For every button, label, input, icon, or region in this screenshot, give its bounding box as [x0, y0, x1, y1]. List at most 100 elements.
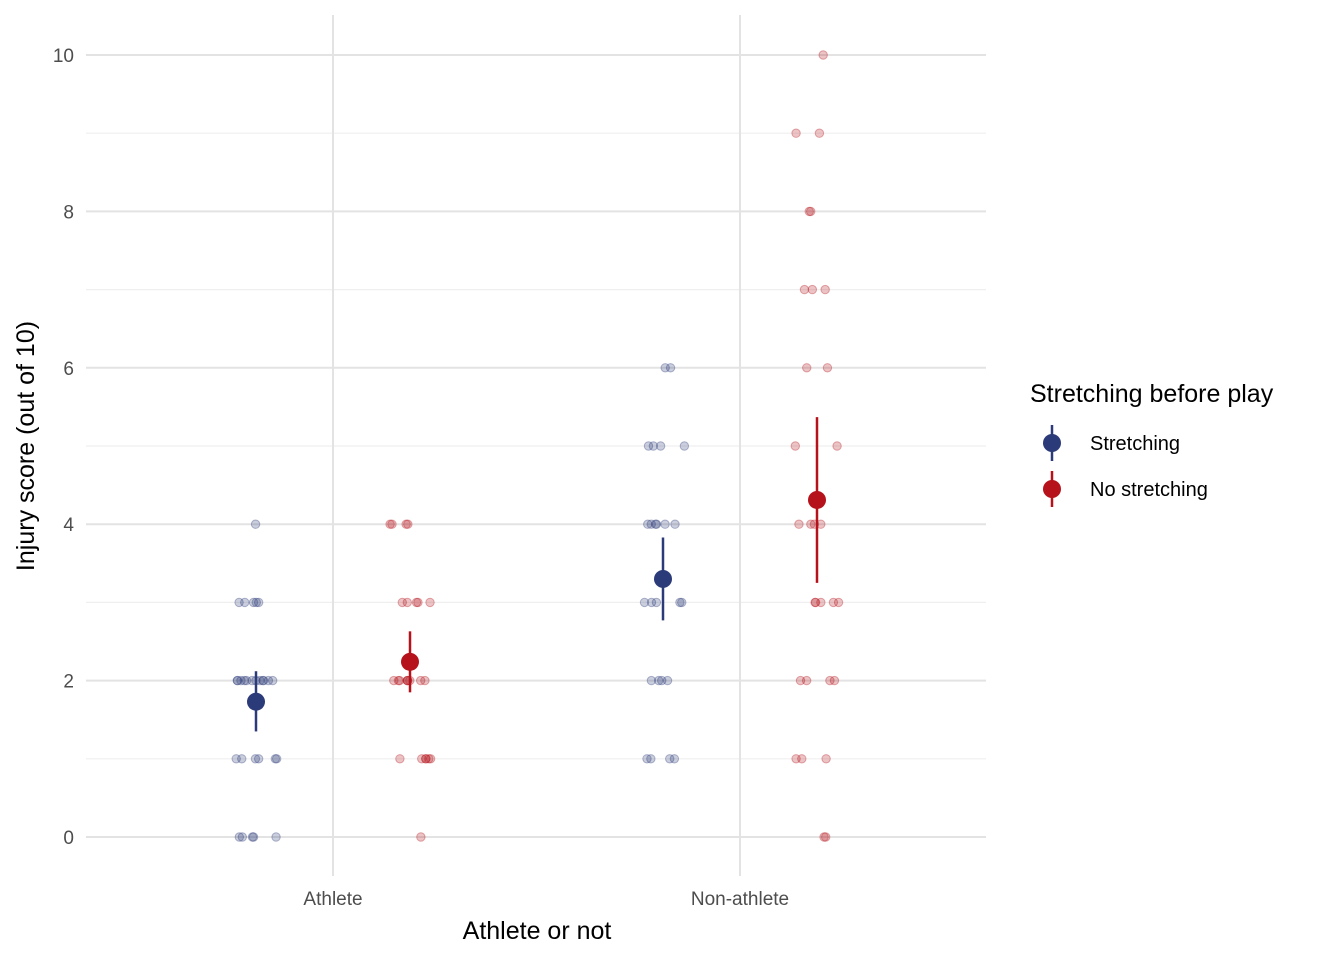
raw-point: [232, 675, 243, 686]
raw-point: [271, 832, 281, 842]
y-axis-ticks: 0 2 4 6 8 10: [53, 46, 75, 849]
raw-point: [820, 284, 830, 295]
raw-point: [832, 441, 842, 451]
mean-point: [247, 692, 265, 711]
raw-point: [417, 754, 427, 764]
raw-point: [651, 597, 662, 608]
x-tick-label: Athlete: [303, 889, 362, 910]
raw-point: [806, 206, 816, 217]
raw-point: [267, 675, 278, 686]
mean-point: [654, 569, 672, 588]
raw-point: [806, 519, 816, 529]
raw-point: [646, 597, 657, 608]
raw-point: [395, 754, 405, 764]
x-axis-ticks: Athlete Non-athlete: [303, 889, 789, 910]
raw-point: [397, 597, 407, 608]
raw-point: [657, 675, 667, 686]
raw-point: [814, 128, 825, 138]
raw-point: [825, 675, 835, 686]
raw-point: [639, 597, 650, 608]
mean-point: [808, 490, 826, 509]
raw-point: [801, 675, 812, 686]
raw-point: [820, 832, 831, 842]
summary-layer: [247, 417, 826, 732]
raw-point: [794, 519, 804, 529]
raw-point: [416, 832, 426, 842]
raw-point: [271, 754, 282, 764]
y-tick-label: 4: [63, 515, 74, 536]
raw-point: [251, 597, 261, 608]
raw-point: [791, 754, 801, 764]
raw-point: [236, 675, 246, 686]
x-tick-label: Non-athlete: [691, 889, 789, 910]
mean-point: [401, 652, 419, 671]
y-tick-label: 6: [63, 359, 74, 380]
raw-point: [660, 519, 670, 529]
raw-point: [669, 754, 680, 764]
raw-point: [662, 675, 673, 686]
raw-point: [810, 597, 820, 608]
raw-point: [650, 519, 661, 529]
legend: Stretching before play Stretching No stre…: [1030, 380, 1274, 507]
y-tick-label: 10: [53, 46, 74, 67]
raw-point: [828, 597, 839, 608]
y-axis-title: Injury score (out of 10): [12, 321, 40, 571]
raw-point: [655, 441, 666, 451]
raw-point: [642, 754, 652, 764]
raw-point: [675, 597, 685, 608]
raw-point: [643, 441, 654, 451]
raw-point: [258, 675, 269, 686]
raw-point: [653, 675, 664, 686]
raw-point: [258, 675, 268, 686]
raw-point: [821, 754, 831, 764]
raw-point: [799, 284, 810, 295]
raw-point: [420, 675, 430, 686]
raw-point: [237, 832, 248, 842]
raw-point: [829, 675, 840, 686]
raw-point: [232, 675, 243, 686]
raw-point: [818, 50, 828, 60]
raw-point: [394, 675, 405, 686]
raw-point: [643, 519, 653, 529]
legend-label: No stretching: [1090, 479, 1208, 501]
raw-point: [250, 754, 261, 764]
raw-point: [833, 597, 844, 608]
raw-point: [646, 675, 657, 686]
raw-point: [411, 597, 422, 608]
raw-point: [421, 754, 431, 764]
legend-items: Stretching No stretching: [1043, 425, 1208, 507]
raw-point: [250, 519, 261, 529]
raw-point: [387, 519, 397, 529]
y-tick-label: 0: [63, 828, 74, 849]
raw-point: [270, 754, 281, 764]
raw-point: [421, 754, 431, 764]
raw-point: [263, 675, 274, 686]
raw-point: [660, 363, 670, 373]
raw-point: [240, 597, 250, 608]
raw-point: [425, 754, 436, 764]
raw-point: [665, 363, 676, 373]
raw-point: [816, 597, 826, 608]
raw-point: [670, 519, 680, 529]
raw-point: [790, 441, 801, 451]
raw-point: [795, 675, 806, 686]
y-tick-label: 8: [63, 202, 74, 223]
raw-point: [401, 519, 411, 529]
legend-key-dot: [1043, 434, 1061, 452]
y-tick-label: 2: [63, 672, 74, 693]
raw-point: [648, 441, 659, 451]
raw-point: [415, 675, 426, 686]
raw-point: [665, 754, 675, 764]
raw-point: [646, 519, 656, 529]
raw-point: [810, 597, 821, 608]
raw-point: [234, 597, 244, 608]
raw-point: [253, 754, 264, 764]
raw-point: [239, 675, 250, 686]
raw-point: [802, 363, 812, 373]
x-axis-title: Athlete or not: [463, 917, 612, 945]
raw-point: [791, 128, 801, 138]
legend-key-dot: [1043, 480, 1061, 498]
raw-point: [646, 754, 656, 764]
raw-point: [679, 441, 690, 451]
